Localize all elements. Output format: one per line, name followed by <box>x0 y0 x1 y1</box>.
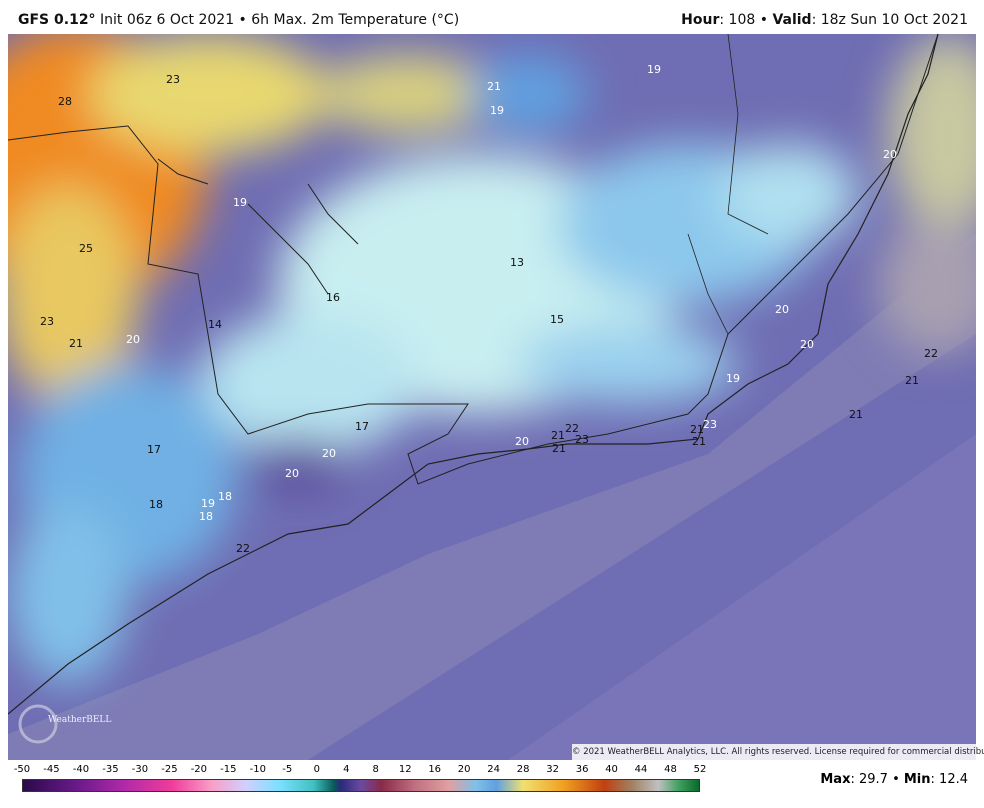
colorbar-ticks: -50 -45 -40 -35 -30 -25 -20 -15 -10 -5 0 4 8 12 16 20 24… <box>0 764 984 778</box>
colorbar-tick-label: -35 <box>102 764 119 775</box>
colorbar-tick-label: -45 <box>43 764 60 775</box>
max-label: Max <box>820 772 851 787</box>
map-label: 23 <box>166 73 180 86</box>
colorbar-tick-label: 12 <box>398 764 412 775</box>
map-label: 21 <box>692 435 706 448</box>
min: : 12.4 <box>930 772 968 787</box>
map-label: 20 <box>322 447 336 460</box>
map-label: 23 <box>575 433 589 446</box>
run-info: Init 06z 6 Oct 2021 • 6h Max. 2m Tempera… <box>95 12 460 28</box>
colorbar-tick-label: 0 <box>313 764 320 775</box>
map-label: 14 <box>208 318 222 331</box>
map-label: 22 <box>565 422 579 435</box>
colorbar-tick-label: -10 <box>249 764 266 775</box>
map-label: 17 <box>147 443 161 456</box>
colorbar-tick-label: 40 <box>605 764 618 775</box>
map-label: 20 <box>775 303 789 316</box>
colorbar-tick-label: 28 <box>516 764 530 775</box>
model: GFS 0.12° <box>18 12 96 28</box>
valid-label: Valid <box>772 12 812 28</box>
header-left: GFS 0.12° Init 06z 6 Oct 2021 • 6h Max. … <box>18 12 459 28</box>
map-label: 16 <box>326 291 340 304</box>
colorbar-tick-label: 32 <box>546 764 559 775</box>
map-label: 19 <box>201 497 215 510</box>
header-right: Hour: 108 • Valid: 18z Sun 10 Oct 2021 <box>681 12 968 28</box>
map-label: 20 <box>883 148 897 161</box>
map-label: 19 <box>490 104 504 117</box>
map-label: 21 <box>551 429 565 442</box>
map-label: 20 <box>515 435 529 448</box>
map-label: 28 <box>58 95 72 108</box>
map-label: 23 <box>40 315 54 328</box>
map-label: 21 <box>552 442 566 455</box>
map-label: 15 <box>550 313 564 326</box>
colorbar-tick-label: -50 <box>13 764 31 775</box>
colorbar-tick-label: -30 <box>131 764 149 775</box>
map-label: 19 <box>647 63 661 76</box>
colorbar-tick-label: 48 <box>664 764 677 775</box>
map-label: 21 <box>690 423 704 436</box>
colorbar-tick-label: 4 <box>343 764 350 775</box>
colorbar-tick-label: 36 <box>575 764 589 775</box>
map-label: 22 <box>924 347 938 360</box>
map-label: 21 <box>905 374 919 387</box>
hour-label: Hour <box>681 12 720 28</box>
map-label: 19 <box>726 372 740 385</box>
map: WeatherBELL 23 28 21 19 19 20 19 25 13 16 14 15 20 23… <box>8 34 976 760</box>
colorbar-tick-label: 52 <box>693 764 707 775</box>
map-label: 20 <box>285 467 299 480</box>
colorbar-tick-label: 24 <box>487 764 501 775</box>
colorbar-tick-label: -25 <box>161 764 178 775</box>
hour: : 108 • <box>719 12 773 28</box>
colorbar-tick-label: -5 <box>282 764 293 775</box>
temperature-field: WeatherBELL <box>8 34 976 760</box>
map-label: 21 <box>849 408 863 421</box>
colorbar-tick-label: -40 <box>72 764 90 775</box>
map-label: 13 <box>510 256 524 269</box>
logo: WeatherBELL <box>48 715 111 725</box>
map-label: 23 <box>703 418 717 431</box>
colorbar-tick-label: 8 <box>372 764 379 775</box>
map-label: 25 <box>79 242 93 255</box>
max: : 29.7 • <box>850 772 904 787</box>
map-label: 19 <box>233 196 247 209</box>
colorbar-tick-label: 44 <box>634 764 648 775</box>
map-label: 22 <box>236 542 250 555</box>
map-label: 18 <box>149 498 163 511</box>
copyright: © 2021 WeatherBELL Analytics, LLC. All r… <box>572 744 984 760</box>
colorbar-tick-label: -15 <box>220 764 237 775</box>
map-label: 20 <box>800 338 814 351</box>
map-label: 18 <box>199 510 213 523</box>
colorbar-tick-label: 16 <box>428 764 442 775</box>
min-label: Min <box>903 772 931 787</box>
map-label: 20 <box>126 333 140 346</box>
map-label: 21 <box>69 337 83 350</box>
max-min: Max: 29.7 • Min: 12.4 <box>820 772 968 787</box>
colorbar-tick-label: -20 <box>190 764 208 775</box>
colorbar-tick-label: 20 <box>457 764 471 775</box>
map-label: 17 <box>355 420 369 433</box>
map-label: 18 <box>218 490 232 503</box>
colorbar <box>22 779 700 792</box>
valid: : 18z Sun 10 Oct 2021 <box>811 12 968 28</box>
map-label: 21 <box>487 80 501 93</box>
